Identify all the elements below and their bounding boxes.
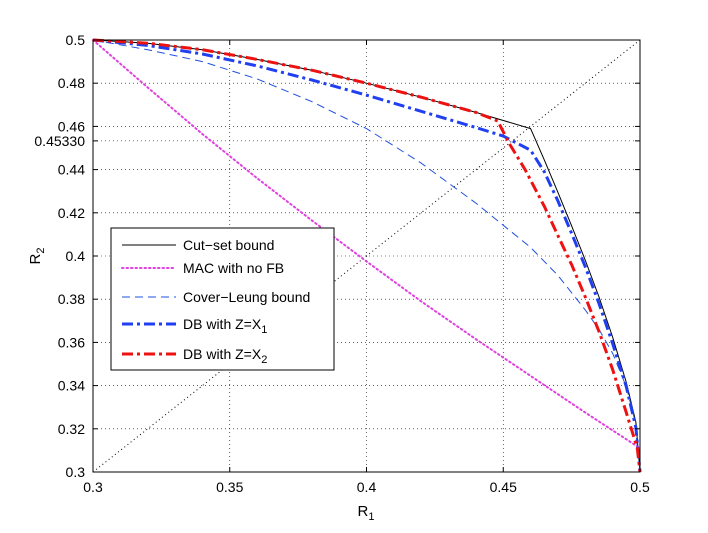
x-tick-label: 0.4 bbox=[357, 479, 377, 495]
y-tick-label: 0.44 bbox=[58, 162, 85, 178]
y-tick-label: 0.38 bbox=[58, 291, 85, 307]
x-tick-label: 0.35 bbox=[216, 479, 243, 495]
y-tick-label: 0.36 bbox=[58, 334, 85, 350]
legend-label: DB with Z=X2 bbox=[183, 346, 267, 366]
legend-label-subscript: 2 bbox=[261, 354, 267, 366]
legend-entry: MAC with no FB bbox=[121, 260, 284, 276]
y-axis: 0.30.320.340.360.380.40.420.440.453300.4… bbox=[34, 32, 640, 480]
y-axis-label-subscript: 2 bbox=[35, 248, 47, 254]
series-line bbox=[92, 39, 641, 450]
legend: Cut−set bound MAC with no FB Cover−Leung b… bbox=[110, 227, 335, 371]
legend-box bbox=[110, 227, 335, 371]
x-axis-label: R1 bbox=[358, 503, 375, 523]
legend-entry: DB with Z=X2 bbox=[122, 346, 267, 366]
y-tick-label: 0.34 bbox=[58, 378, 85, 394]
series-layer bbox=[92, 38, 642, 473]
y-tick-label: 0.48 bbox=[58, 75, 85, 91]
series-line bbox=[92, 38, 642, 473]
y-tick-label: 0.4 bbox=[66, 248, 86, 264]
y-tick-label: 0.5 bbox=[66, 32, 86, 48]
x-tick-label: 0.3 bbox=[83, 479, 103, 495]
legend-label-text: Cover−Leung bound bbox=[183, 289, 310, 305]
legend-label-subscript: 1 bbox=[261, 324, 267, 336]
y-tick-label: 0.3 bbox=[66, 464, 86, 480]
legend-label: Cover−Leung bound bbox=[183, 289, 310, 305]
legend-label-text: DB with Z=X bbox=[183, 316, 262, 332]
series-db-with-z-x1 bbox=[92, 38, 642, 473]
y-axis-label: R2 bbox=[27, 248, 47, 265]
x-axis-label-subscript: 1 bbox=[368, 511, 374, 523]
series-mac-with-no-fb bbox=[92, 39, 641, 450]
x-tick-label: 0.5 bbox=[630, 479, 650, 495]
y-tick-label: 0.42 bbox=[58, 205, 85, 221]
legend-entry: Cut−set bound bbox=[122, 237, 274, 253]
legend-label-text: Cut−set bound bbox=[183, 237, 274, 253]
legend-entry: Cover−Leung bound bbox=[122, 289, 310, 305]
x-tick-label: 0.45 bbox=[490, 479, 517, 495]
legend-label-text: MAC with no FB bbox=[183, 260, 284, 276]
y-tick-label: 0.32 bbox=[58, 421, 85, 437]
legend-label: MAC with no FB bbox=[183, 260, 284, 276]
legend-entry: DB with Z=X1 bbox=[122, 316, 267, 336]
legend-label: Cut−set bound bbox=[183, 237, 274, 253]
y-tick-label: 0.45330 bbox=[34, 133, 85, 149]
reference-diagonal-line bbox=[92, 39, 641, 473]
legend-label: DB with Z=X1 bbox=[183, 316, 267, 336]
y-tick-label: 0.46 bbox=[58, 118, 85, 134]
x-axis: 0.3 0.35 0.4 0.45 0.5 bbox=[83, 40, 650, 495]
legend-label-text: DB with Z=X bbox=[183, 346, 262, 362]
